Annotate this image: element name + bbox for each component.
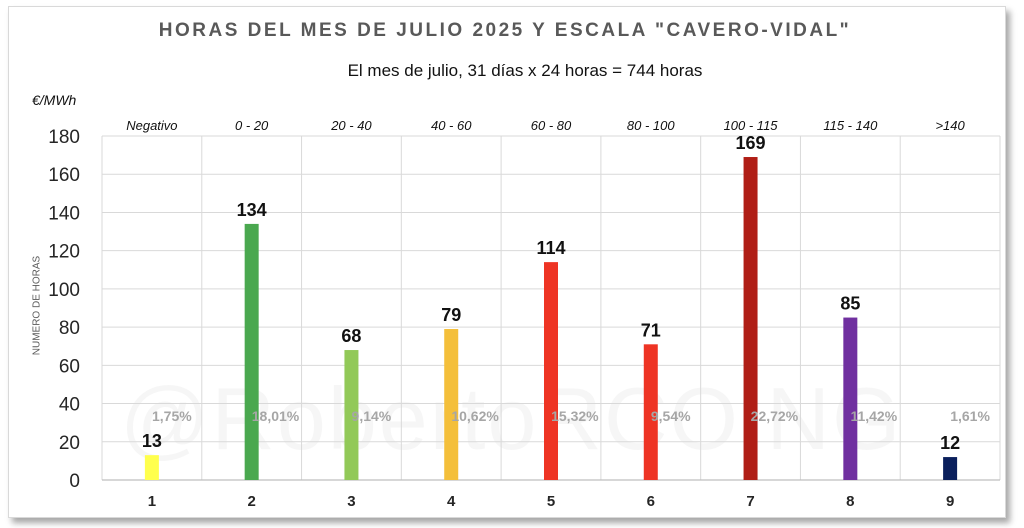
percentage-label: 9,54%: [651, 408, 691, 424]
unit-label: €/MWh: [32, 92, 77, 108]
y-tick-label: 120: [48, 242, 80, 263]
percentage-label: 9,14%: [352, 408, 392, 424]
x-tick-label: 2: [247, 493, 255, 510]
percentage-label: 18,01%: [252, 408, 300, 424]
y-tick-label: 60: [59, 356, 80, 377]
x-tick-label: 3: [347, 493, 355, 510]
data-label: 12: [940, 433, 960, 453]
range-label: Negativo: [126, 118, 177, 133]
x-tick-label: 6: [647, 493, 655, 510]
range-label: 0 - 20: [235, 118, 269, 133]
bar: [344, 350, 359, 480]
percentage-label: 22,72%: [751, 408, 799, 424]
percentage-label: 1,75%: [152, 408, 192, 424]
percentage-label: 1,61%: [950, 408, 990, 424]
x-tick-label: 5: [547, 493, 555, 510]
y-tick-label: 100: [48, 280, 80, 301]
bar: [444, 329, 459, 480]
data-label: 79: [441, 305, 461, 325]
data-label: 134: [237, 200, 267, 220]
x-tick-label: 8: [846, 493, 854, 510]
bar: [843, 317, 858, 480]
range-label: 100 - 115: [724, 118, 779, 133]
chart-subtitle: El mes de julio, 31 días x 24 horas = 74…: [347, 61, 703, 80]
x-tick-label: 9: [946, 493, 954, 510]
y-tick-label: 180: [48, 127, 80, 148]
chart-frame: [8, 6, 1006, 518]
range-label: 80 - 100: [627, 118, 675, 133]
bar: [943, 457, 958, 480]
y-tick-label: 140: [48, 203, 80, 224]
x-tick-label: 4: [447, 493, 456, 510]
y-tick-label: 80: [59, 318, 80, 339]
range-label: 115 - 140: [823, 118, 878, 133]
data-label: 13: [142, 431, 162, 451]
data-label: 169: [736, 133, 766, 153]
percentage-label: 10,62%: [451, 408, 499, 424]
percentage-label: 15,32%: [551, 408, 599, 424]
x-tick-label: 1: [148, 493, 156, 510]
y-tick-label: 0: [69, 471, 80, 492]
y-tick-label: 20: [59, 433, 80, 454]
y-tick-label: 40: [59, 395, 80, 416]
bar: [244, 223, 259, 480]
bar: [743, 157, 758, 480]
bar: [544, 262, 558, 480]
range-label: 40 - 60: [431, 118, 472, 133]
percentage-label: 11,42%: [850, 408, 897, 424]
bar: [144, 455, 159, 480]
range-label: 20 - 40: [330, 118, 372, 133]
range-label: 60 - 80: [531, 118, 572, 133]
chart-title: HORAS DEL MES DE JULIO 2025 Y ESCALA "CA…: [158, 20, 852, 41]
data-label: 85: [840, 294, 860, 314]
data-label: 68: [341, 326, 361, 346]
y-tick-label: 160: [48, 165, 80, 186]
data-label: 114: [536, 238, 565, 258]
bar: [643, 344, 658, 480]
data-label: 71: [641, 320, 661, 340]
range-label: >140: [935, 118, 965, 133]
x-tick-label: 7: [746, 493, 754, 510]
